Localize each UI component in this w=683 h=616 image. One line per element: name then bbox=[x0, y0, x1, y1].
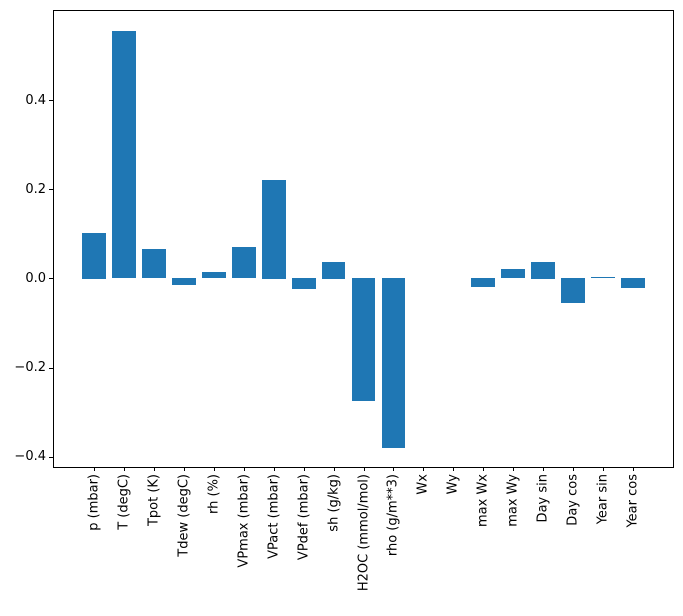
x-tick-vpdef-mbar bbox=[303, 467, 305, 471]
x-tick-label-tdew-degc: Tdew (degC) bbox=[176, 474, 192, 557]
x-tick-label-t-degc: T (degC) bbox=[116, 474, 132, 530]
bar-vpdef-mbar bbox=[291, 278, 316, 289]
y-tick-label-0-2: −0.2 bbox=[14, 360, 46, 376]
x-tick-rho-g-m-3 bbox=[393, 467, 395, 471]
x-tick-t-degc bbox=[124, 467, 125, 471]
x-tick-label-rho-g-m-3: rho (g/m**3) bbox=[385, 474, 401, 557]
y-tick-label-0-2: 0.2 bbox=[25, 181, 46, 197]
bar-vpact-mbar bbox=[261, 179, 286, 279]
x-tick-vpmax-mbar bbox=[243, 467, 245, 471]
bar-max-wy bbox=[501, 269, 526, 279]
x-tick-label-max-wy: max Wy bbox=[505, 474, 521, 527]
bar-sh-g-kg bbox=[321, 262, 346, 279]
x-tick-label-vpdef-mbar: VPdef (mbar) bbox=[296, 474, 312, 561]
y-tick-label-0-4: 0.4 bbox=[25, 92, 46, 108]
plot-area: p (mbar) T (degC) Tpot (K) Tdew (degC) rh (%… bbox=[14, 10, 674, 591]
x-tick-day-sin bbox=[543, 467, 545, 471]
x-tick-label-sh-g-kg: sh (g/kg) bbox=[326, 474, 342, 532]
bar-max-wx bbox=[471, 278, 496, 287]
x-tick-year-cos bbox=[632, 467, 634, 471]
y-tick-0-4 bbox=[49, 100, 53, 102]
x-tick-label-max-wx: max Wx bbox=[475, 474, 491, 528]
bar-tdew-degc bbox=[171, 278, 196, 286]
x-tick-label-wx: Wx bbox=[415, 474, 431, 495]
y-tick-0-0 bbox=[49, 278, 53, 280]
x-tick-tdew-degc bbox=[183, 467, 185, 471]
bar-year-cos bbox=[620, 278, 645, 289]
y-tick-label-0-4: −0.4 bbox=[14, 449, 46, 465]
bar-p-mbar bbox=[82, 233, 106, 279]
y-tick-0-4 bbox=[49, 456, 53, 458]
x-tick-wy bbox=[453, 467, 455, 471]
x-tick-wx bbox=[423, 467, 425, 471]
y-tick-label-0-0: 0.0 bbox=[25, 270, 46, 286]
x-tick-year-sin bbox=[603, 467, 604, 471]
x-tick-label-year-cos: Year cos bbox=[625, 474, 641, 528]
x-tick-tpot-k bbox=[154, 467, 155, 471]
x-tick-day-cos bbox=[573, 467, 574, 471]
x-tick-label-year-sin: Year sin bbox=[595, 474, 611, 525]
bar-day-cos bbox=[561, 278, 585, 303]
x-tick-label-vpact-mbar: VPact (mbar) bbox=[266, 474, 282, 559]
x-tick-label-wy: Wy bbox=[445, 474, 461, 495]
bar-tpot-k bbox=[142, 249, 166, 279]
x-tick-sh-g-kg bbox=[333, 467, 335, 471]
x-tick-p-mbar bbox=[94, 467, 96, 471]
x-tick-max-wy bbox=[513, 467, 515, 471]
y-tick-0-2 bbox=[49, 189, 53, 191]
x-tick-label-tpot-k: Tpot (K) bbox=[146, 474, 162, 527]
bar-vpmax-mbar bbox=[231, 246, 256, 279]
y-tick-0-2 bbox=[49, 367, 53, 369]
bar-rh bbox=[201, 272, 226, 279]
x-tick-label-day-sin: Day sin bbox=[535, 474, 551, 523]
x-tick-max-wx bbox=[483, 467, 485, 471]
x-tick-h2oc-mmol-mol bbox=[363, 467, 365, 471]
x-tick-label-h2oc-mmol-mol: H2OC (mmol/mol) bbox=[356, 474, 371, 592]
bar-rho-g-m-3 bbox=[381, 278, 406, 449]
x-tick-vpact-mbar bbox=[273, 467, 275, 471]
x-tick-label-day-cos: Day cos bbox=[565, 474, 581, 526]
x-tick-label-vpmax-mbar: VPmax (mbar) bbox=[236, 474, 252, 568]
bar-year-sin bbox=[591, 277, 615, 279]
x-tick-label-rh: rh (%) bbox=[206, 474, 222, 514]
x-tick-rh bbox=[213, 467, 215, 471]
x-tick-label-p-mbar: p (mbar) bbox=[86, 474, 102, 531]
bar-t-degc bbox=[112, 31, 136, 279]
bar-h2oc-mmol-mol bbox=[351, 278, 376, 401]
bar-day-sin bbox=[531, 262, 555, 279]
